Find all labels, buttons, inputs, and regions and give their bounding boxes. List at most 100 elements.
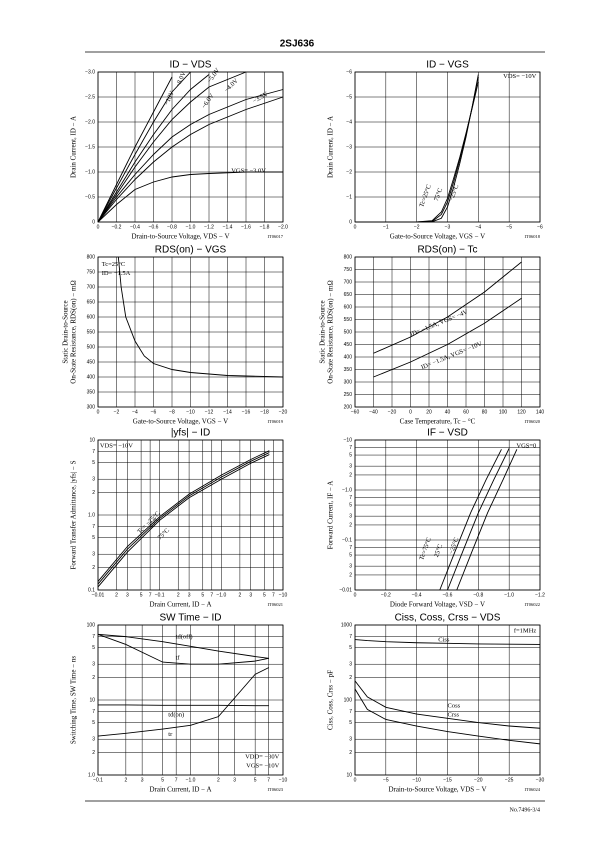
x-tick-label: −3 bbox=[445, 224, 451, 230]
chart-title: SW Time − ID bbox=[160, 613, 222, 624]
x-tick-label: −5 bbox=[383, 777, 389, 783]
series-label: 75°C bbox=[157, 527, 171, 541]
y-tick-label: 5 bbox=[349, 452, 352, 458]
x-tick-label: −10 bbox=[279, 777, 288, 783]
y-tick-label: 700 bbox=[344, 279, 353, 285]
figure-id: IT06023 bbox=[268, 787, 284, 792]
y-tick-label: 2 bbox=[349, 675, 352, 681]
x-tick-label: 0 bbox=[409, 409, 412, 415]
y-tick-label: −3 bbox=[346, 144, 352, 150]
x-tick-label: 20 bbox=[426, 409, 432, 415]
x-tick-label: 3 bbox=[188, 592, 191, 598]
series-label: tf bbox=[176, 654, 181, 661]
x-tick-label: −1.0 bbox=[186, 224, 196, 230]
x-tick-label: 120 bbox=[517, 409, 526, 415]
chart-title: RDS(on) − VGS bbox=[155, 245, 227, 256]
series-label: ID= −1.5A, VGS= −10V bbox=[420, 340, 483, 371]
series-label: ID= −1.5A, VGS= −4V bbox=[409, 309, 469, 339]
series-label: tr bbox=[168, 731, 173, 738]
chart-title: IF − VSD bbox=[427, 428, 468, 439]
x-tick-label: −12 bbox=[205, 409, 214, 415]
series-label: −6.0V bbox=[201, 92, 216, 110]
y-tick-label: 550 bbox=[344, 317, 353, 323]
y-tick-label: 3 bbox=[349, 662, 352, 668]
y-tick-label: 300 bbox=[344, 379, 353, 385]
y-axis-title: Static Drain-to-Source bbox=[62, 300, 70, 363]
y-tick-label: −5 bbox=[346, 94, 352, 100]
x-tick-label: −2 bbox=[114, 409, 120, 415]
x-tick-label: −0.4 bbox=[130, 224, 140, 230]
x-tick-label: −20 bbox=[388, 409, 397, 415]
x-tick-label: −10 bbox=[412, 777, 421, 783]
x-tick-label: 100 bbox=[499, 409, 508, 415]
series-line bbox=[98, 704, 269, 707]
y-tick-label: 7 bbox=[92, 449, 95, 455]
x-tick-label: 3 bbox=[233, 777, 236, 783]
series-label: td(off) bbox=[176, 633, 193, 640]
series-line bbox=[97, 74, 210, 223]
x-tick-label: −20 bbox=[474, 777, 483, 783]
plot-frame bbox=[354, 624, 541, 776]
y-tick-label: 7 bbox=[349, 495, 352, 501]
x-tick-label: −0.1 bbox=[93, 777, 103, 783]
annotation: ID= −1.5A bbox=[102, 270, 131, 277]
annotation: Tc=25°C bbox=[102, 261, 126, 268]
series-line bbox=[439, 449, 502, 591]
series-line bbox=[117, 256, 284, 378]
y-tick-label: 7 bbox=[349, 545, 352, 551]
y-tick-label: 2 bbox=[92, 565, 95, 571]
series-line bbox=[97, 452, 270, 585]
y-tick-label: 7 bbox=[349, 709, 352, 715]
plot-frame bbox=[97, 439, 284, 591]
series-label: VGS= −3.0V bbox=[231, 167, 266, 174]
chart: Ciss, Coss, Crss − VDS 0 −5 −10 −15 −20 −25 −30… bbox=[327, 613, 545, 794]
y-tick-label: 3 bbox=[92, 552, 95, 558]
y-tick-label: 2 bbox=[349, 472, 352, 478]
series-line bbox=[97, 171, 283, 223]
y-tick-label: 800 bbox=[344, 254, 353, 260]
y-axis-title: Static Drain-to-Source bbox=[319, 300, 327, 363]
x-tick-label: −1.0 bbox=[504, 592, 514, 598]
y-tick-label: 7 bbox=[92, 524, 95, 530]
x-tick-label: 40 bbox=[445, 409, 451, 415]
x-tick-label: −1.2 bbox=[535, 592, 545, 598]
plot-frame bbox=[97, 256, 284, 408]
x-tick-label: −0.6 bbox=[149, 224, 159, 230]
x-tick-label: 0 bbox=[354, 224, 357, 230]
y-tick-label: 2 bbox=[349, 522, 352, 528]
x-tick-label: −10 bbox=[279, 592, 288, 598]
y-tick-label: 650 bbox=[344, 292, 353, 298]
plot-frame bbox=[97, 624, 284, 776]
series-line bbox=[97, 71, 191, 223]
series-label: −10V bbox=[163, 90, 176, 107]
x-tick-label: −0.2 bbox=[381, 592, 391, 598]
y-tick-label: 1.0 bbox=[88, 772, 95, 778]
x-tick-label: −5 bbox=[506, 224, 512, 230]
y-tick-label: 3 bbox=[92, 662, 95, 668]
x-tick-label: −4 bbox=[475, 224, 481, 230]
annotation: VDS= −10V bbox=[100, 442, 133, 449]
series-label: −25°C bbox=[448, 537, 460, 555]
y-tick-label: −0.5 bbox=[85, 194, 95, 200]
y-tick-label: 2 bbox=[92, 490, 95, 496]
y-tick-label: 100 bbox=[87, 622, 96, 628]
x-tick-label: 3 bbox=[249, 592, 252, 598]
x-tick-label: −40 bbox=[369, 409, 378, 415]
x-tick-label: 3 bbox=[141, 777, 144, 783]
y-tick-label: 5 bbox=[92, 645, 95, 651]
y-tick-label: −2.5 bbox=[85, 94, 95, 100]
series-label: Ciss bbox=[438, 636, 450, 643]
plot-frame bbox=[354, 71, 541, 223]
chart-title: RDS(on) − Tc bbox=[417, 245, 477, 256]
y-tick-label: 0 bbox=[92, 219, 95, 225]
y-tick-label: 500 bbox=[344, 329, 353, 335]
y-tick-label: 600 bbox=[344, 304, 353, 310]
y-tick-label: −2 bbox=[346, 169, 352, 175]
y-tick-label: 100 bbox=[344, 697, 353, 703]
plot-frame bbox=[354, 256, 541, 408]
x-tick-label: −1 bbox=[383, 224, 389, 230]
y-axis-title: On-State Resistance, RDS(on) − mΩ bbox=[70, 280, 78, 383]
y-tick-label: −1 bbox=[346, 194, 352, 200]
chart: SW Time − ID −0.1 2 3 5 7 −1.0 2 3 5 7 −10 1.0 2 3 5 7 10… bbox=[70, 613, 288, 794]
x-tick-label: −0.8 bbox=[473, 592, 483, 598]
